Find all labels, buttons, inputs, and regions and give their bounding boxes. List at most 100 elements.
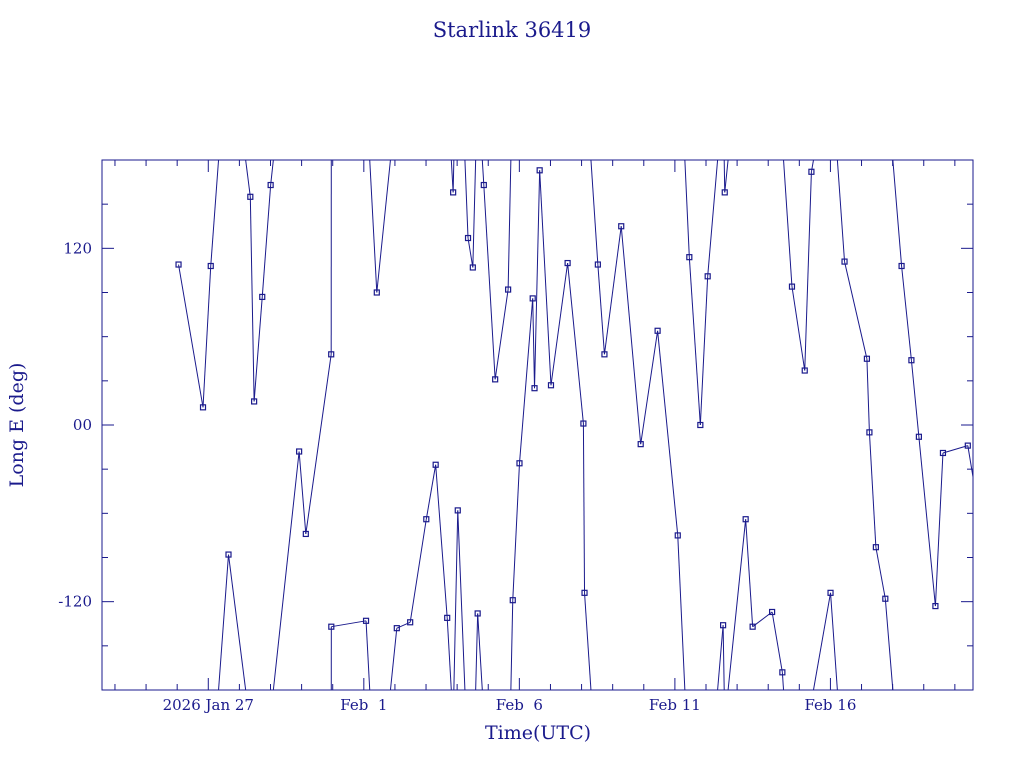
series-segment (178, 264, 204, 408)
data-point (580, 420, 587, 427)
series-segment (752, 611, 773, 628)
data-point (474, 610, 481, 617)
series-segment (481, 160, 485, 186)
data-point (841, 258, 848, 265)
series-segment (783, 160, 793, 287)
data-point (175, 261, 182, 268)
series-segment (210, 160, 220, 267)
data-point (207, 262, 214, 270)
data-point (594, 261, 601, 268)
series-segment (910, 360, 920, 437)
data-point (362, 617, 370, 624)
data-point (654, 327, 661, 334)
series-segment (539, 170, 552, 386)
series-segment (657, 330, 679, 536)
y-axis-title: Long E (deg) (6, 363, 28, 488)
y-tick-label: -120 (58, 593, 92, 611)
series-segment (457, 510, 466, 690)
series-segment (483, 184, 496, 380)
series-segment (472, 160, 477, 268)
x-tick-label: Feb 16 (804, 696, 856, 714)
series-segment (942, 445, 968, 454)
data-point (863, 355, 871, 362)
data-point (827, 589, 834, 596)
series-segment (425, 464, 437, 520)
data-point (788, 283, 796, 290)
series-segment (534, 170, 541, 389)
series-segment (727, 519, 747, 690)
data-point (808, 168, 815, 175)
data-point (373, 289, 380, 296)
series-segment (467, 237, 474, 268)
series-segment (892, 160, 903, 267)
series-segment (640, 330, 659, 445)
data-point (454, 507, 461, 514)
series-segment (376, 160, 391, 293)
data-point (866, 429, 873, 436)
data-point (247, 193, 254, 200)
data-point (199, 404, 207, 411)
series-segment (590, 160, 599, 265)
data-point (564, 259, 571, 267)
data-point (509, 597, 516, 604)
data-point (302, 530, 309, 538)
data-point (674, 532, 681, 539)
series-segment (884, 598, 894, 690)
data-point (444, 614, 451, 621)
series-segment (967, 445, 973, 481)
x-tick-label: Feb 11 (649, 696, 701, 714)
series-segment (507, 160, 512, 290)
data-point (516, 460, 523, 467)
series-segment (389, 628, 398, 690)
series-segment (722, 625, 725, 690)
data-point (450, 189, 457, 196)
series-segment (717, 625, 724, 690)
series-segment (261, 184, 272, 297)
data-point (720, 622, 727, 629)
series-segment (305, 354, 332, 535)
data-point (432, 461, 439, 468)
data-point (328, 623, 335, 630)
series-segment (298, 451, 307, 534)
data-point (939, 449, 947, 457)
data-series (175, 160, 1007, 690)
data-point (993, 609, 998, 614)
data-point (779, 669, 786, 676)
data-point (697, 421, 704, 429)
series-segment (597, 264, 605, 355)
data-point (601, 351, 608, 358)
data-point (407, 619, 414, 626)
data-point (225, 551, 232, 558)
data-point (480, 181, 487, 189)
data-point (915, 433, 922, 440)
data-point (801, 367, 808, 374)
y-tick-label: 120 (63, 239, 92, 257)
data-point (749, 623, 756, 630)
data-point (1002, 411, 1007, 416)
data-point (328, 351, 335, 358)
data-point (529, 295, 536, 302)
series-segment (995, 413, 1004, 612)
series-segment (707, 160, 719, 277)
data-point (547, 382, 555, 389)
series-segment (875, 547, 886, 599)
series-segment (584, 592, 592, 690)
series-segment (901, 265, 912, 361)
series-segment (512, 463, 520, 601)
series-segment (331, 620, 367, 628)
series-segment (494, 289, 509, 380)
data-point (251, 398, 258, 405)
data-point (531, 385, 538, 392)
x-tick-label: Feb 6 (496, 696, 543, 714)
data-point (768, 608, 776, 616)
data-point (464, 234, 472, 242)
series-segment (464, 160, 469, 239)
plot-frame (101, 159, 974, 691)
series-segment (830, 592, 838, 690)
x-axis-title: Time(UTC) (485, 722, 591, 744)
series-segment (249, 196, 255, 402)
series-segment (365, 620, 371, 690)
series-segment (477, 613, 483, 690)
series-segment (475, 613, 479, 690)
series-segment (518, 298, 534, 464)
